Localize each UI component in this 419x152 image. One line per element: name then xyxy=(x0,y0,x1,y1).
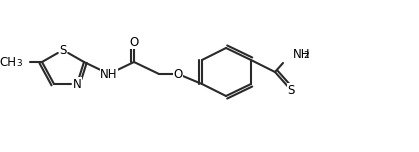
Text: O: O xyxy=(173,67,183,81)
Text: O: O xyxy=(129,36,139,48)
Text: 3: 3 xyxy=(16,59,22,68)
Text: NH: NH xyxy=(293,47,310,60)
Text: S: S xyxy=(287,83,295,97)
Text: 2: 2 xyxy=(303,51,309,60)
Text: N: N xyxy=(72,78,81,90)
Text: S: S xyxy=(59,43,67,57)
Text: NH: NH xyxy=(100,67,118,81)
Text: CH: CH xyxy=(0,55,16,69)
